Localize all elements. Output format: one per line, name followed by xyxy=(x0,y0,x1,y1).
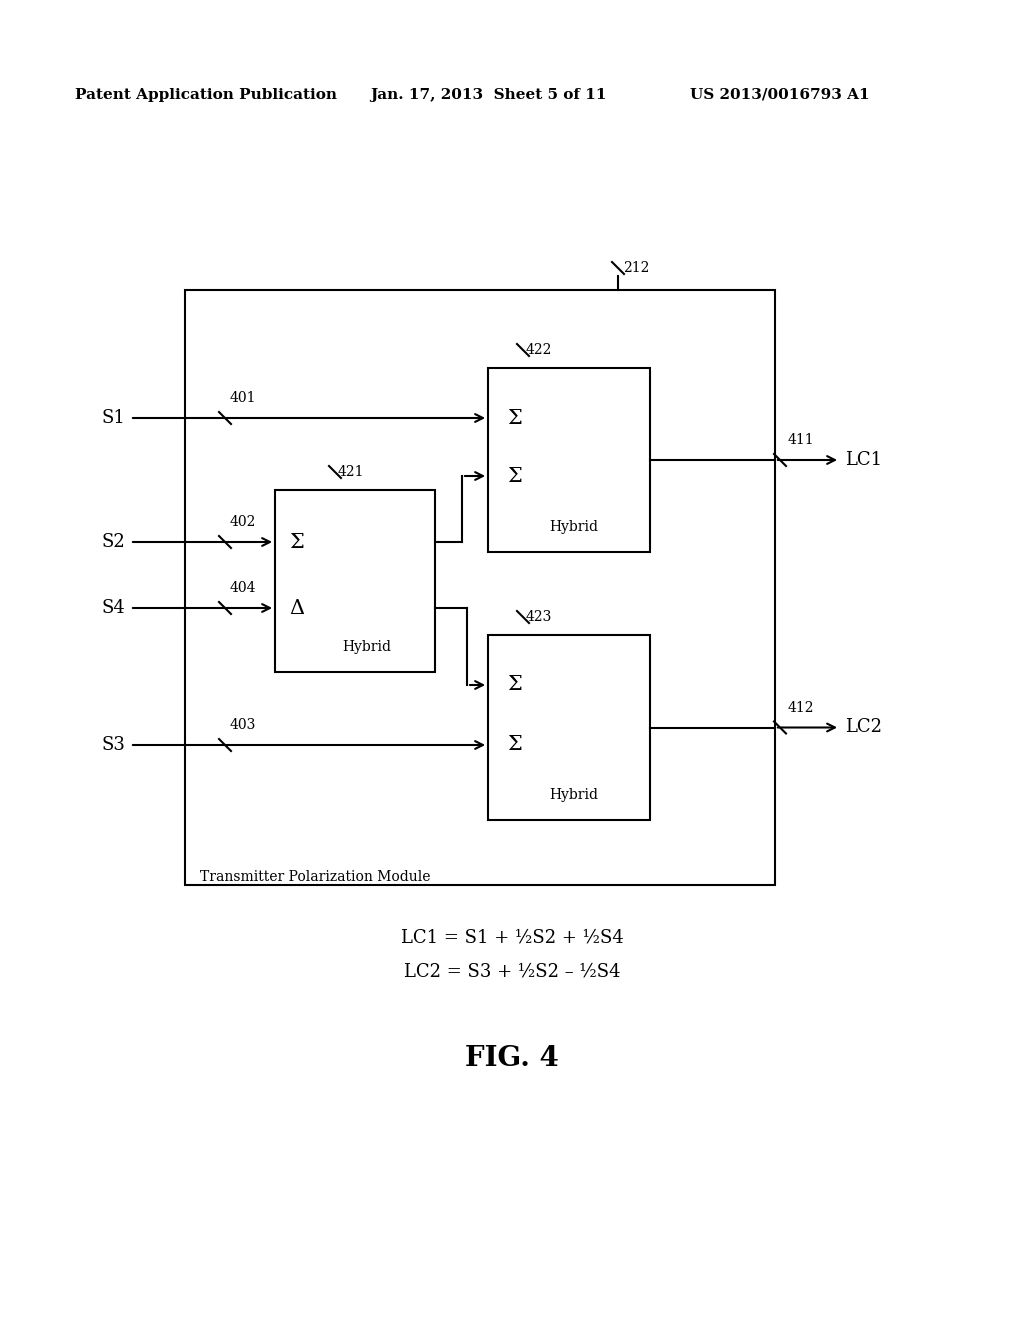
Text: Patent Application Publication: Patent Application Publication xyxy=(75,88,337,102)
Text: Σ: Σ xyxy=(508,408,522,428)
Bar xyxy=(185,290,775,884)
Text: Hybrid: Hybrid xyxy=(550,788,598,803)
Text: LC1: LC1 xyxy=(845,451,882,469)
Bar xyxy=(488,368,650,552)
Text: Δ: Δ xyxy=(290,598,304,618)
Text: S4: S4 xyxy=(101,599,125,616)
Text: Σ: Σ xyxy=(508,466,522,486)
Text: LC2 = S3 + ½S2 – ½S4: LC2 = S3 + ½S2 – ½S4 xyxy=(403,964,621,981)
Text: 421: 421 xyxy=(338,465,365,479)
Bar xyxy=(488,635,650,820)
Text: Hybrid: Hybrid xyxy=(342,640,391,653)
Text: Transmitter Polarization Module: Transmitter Polarization Module xyxy=(200,870,430,884)
Text: 403: 403 xyxy=(230,718,256,733)
Text: S2: S2 xyxy=(101,533,125,550)
Text: 423: 423 xyxy=(526,610,552,624)
Text: 401: 401 xyxy=(230,391,256,405)
Text: FIG. 4: FIG. 4 xyxy=(465,1044,559,1072)
Text: S1: S1 xyxy=(101,409,125,426)
Text: S3: S3 xyxy=(101,737,125,754)
Text: 404: 404 xyxy=(230,581,256,595)
Text: 412: 412 xyxy=(788,701,814,714)
Text: LC2: LC2 xyxy=(845,718,882,737)
Text: Hybrid: Hybrid xyxy=(550,520,598,535)
Text: Σ: Σ xyxy=(508,676,522,694)
Text: LC1 = S1 + ½S2 + ½S4: LC1 = S1 + ½S2 + ½S4 xyxy=(400,929,624,946)
Text: 402: 402 xyxy=(230,515,256,529)
Text: US 2013/0016793 A1: US 2013/0016793 A1 xyxy=(690,88,869,102)
Text: Σ: Σ xyxy=(508,735,522,755)
Text: 212: 212 xyxy=(623,261,649,275)
Text: 411: 411 xyxy=(788,433,815,447)
Text: 422: 422 xyxy=(526,343,552,356)
Bar xyxy=(275,490,435,672)
Text: Jan. 17, 2013  Sheet 5 of 11: Jan. 17, 2013 Sheet 5 of 11 xyxy=(370,88,606,102)
Text: Σ: Σ xyxy=(290,532,304,552)
